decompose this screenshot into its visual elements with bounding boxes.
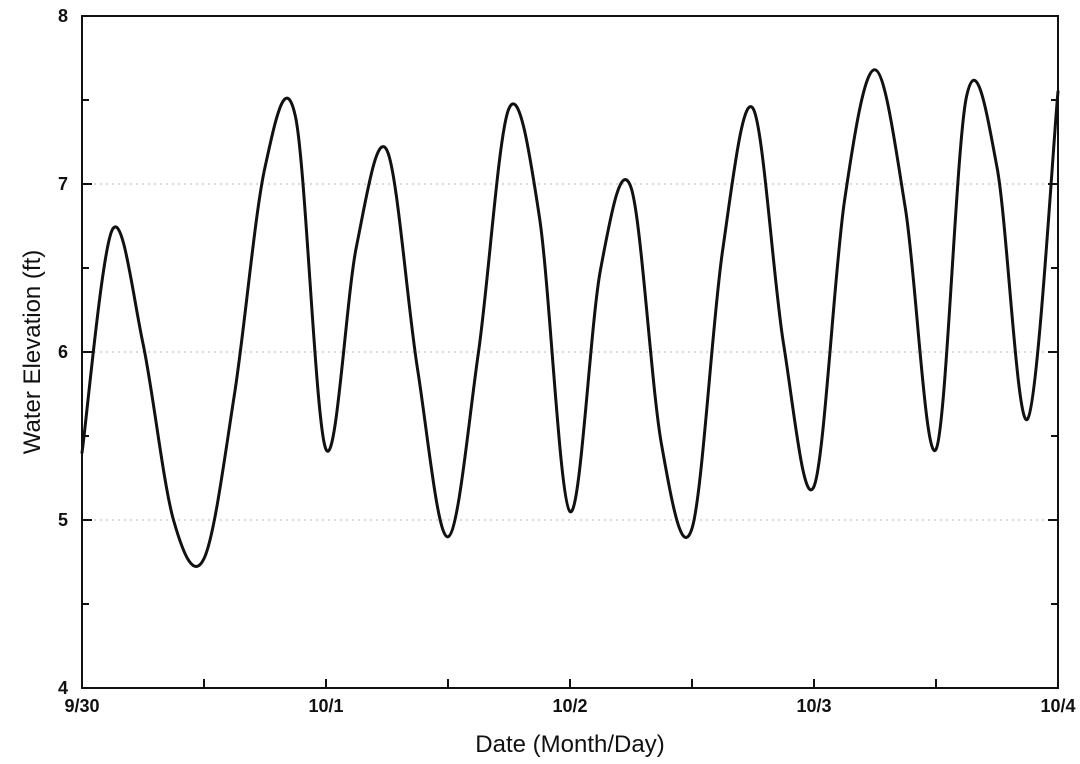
x-axis-title: Date (Month/Day) [475, 731, 664, 758]
y-tick-label: 5 [58, 510, 68, 530]
x-tick-label: 10/4 [1040, 696, 1075, 716]
y-tick-label: 4 [58, 678, 68, 698]
x-tick-label: 10/1 [308, 696, 343, 716]
y-tick-label: 6 [58, 342, 68, 362]
x-tick-label: 10/2 [552, 696, 587, 716]
x-tick-label: 9/30 [64, 696, 99, 716]
y-tick-label: 7 [58, 174, 68, 194]
series-line-water-elevation [80, 68, 1060, 568]
series-layer [80, 68, 1060, 568]
x-tick-label: 10/3 [796, 696, 831, 716]
y-axis-title: Water Elevation (ft) [19, 250, 46, 455]
y-tick-label: 8 [58, 6, 68, 26]
grid-lines [82, 183, 1058, 521]
axis-ticks: 9/30 10/1 10/2 10/3 10/4 4 5 6 7 8 [58, 6, 1076, 716]
